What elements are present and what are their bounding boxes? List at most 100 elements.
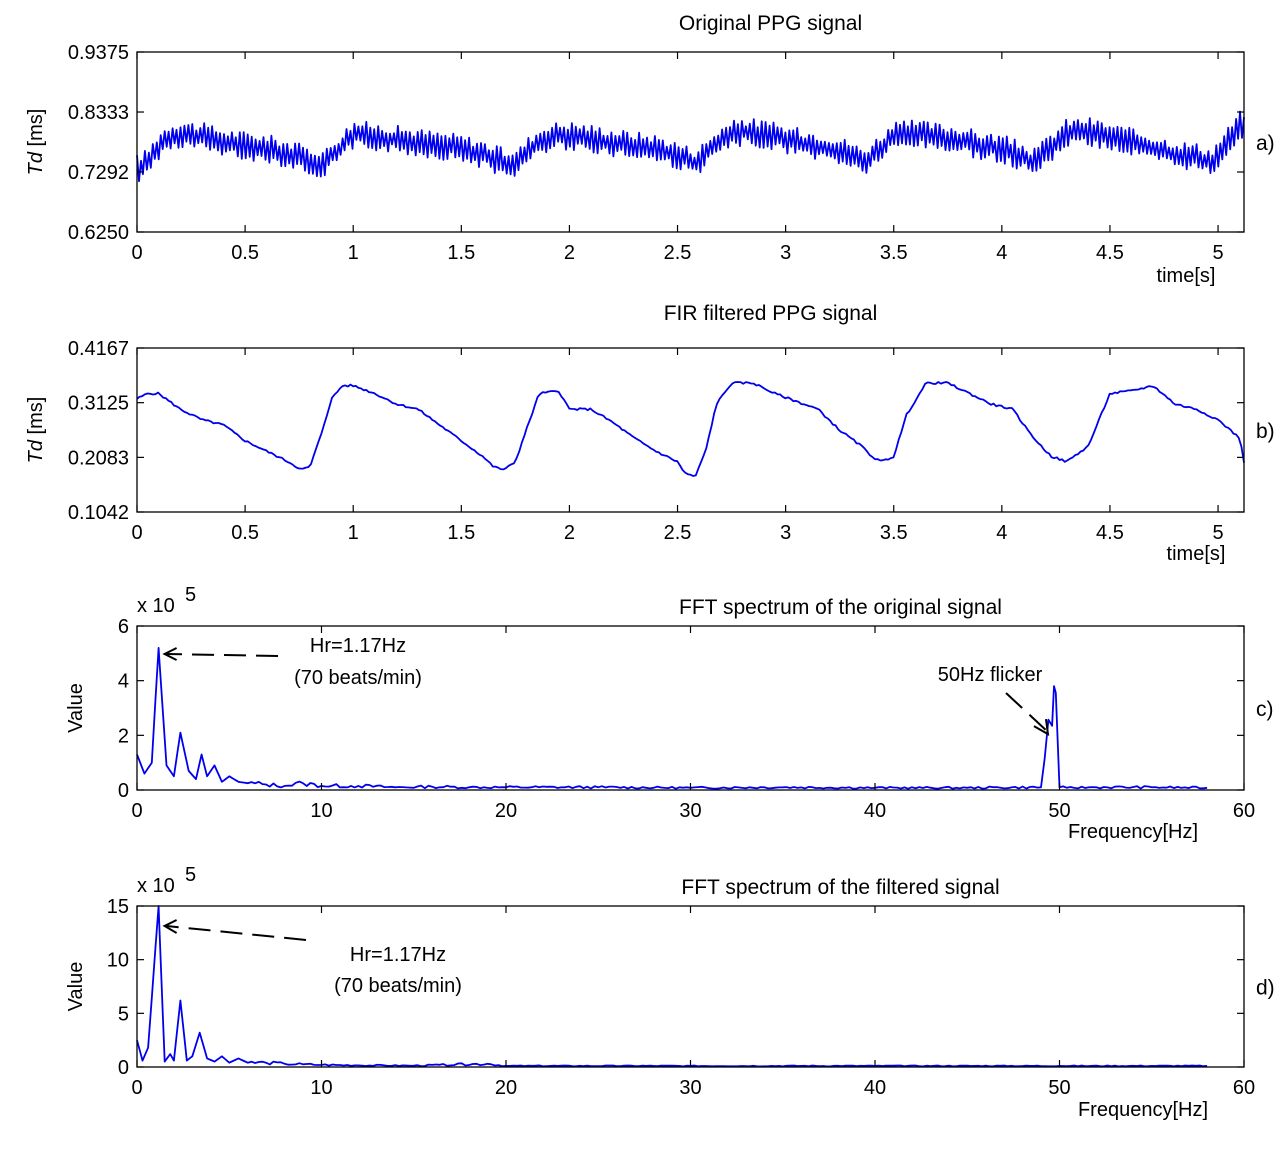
x-tick-label: 20	[495, 800, 517, 822]
x-tick-label: 0	[131, 1077, 142, 1099]
hr-annotation-line2: (70 beats/min)	[334, 975, 462, 997]
y-axis-label: Td [ms]	[25, 109, 47, 176]
flicker-annotation: 50Hz flicker	[938, 664, 1043, 686]
x-tick-label: 2	[564, 522, 575, 544]
panel-a-original-ppg: 0 0.5 1 1.5 2 2.5 3 3.5 4 4.5 5 0.6250 0.7292 0.8333 0…	[25, 12, 1275, 287]
y-tick-label: 0.9375	[68, 42, 129, 64]
hr-annotation-line2: (70 beats/min)	[294, 667, 422, 689]
plot-frame	[136, 625, 1245, 791]
y-tick-label: 0.2083	[68, 447, 129, 469]
chart-title: FFT spectrum of the filtered signal	[681, 876, 999, 899]
panel-label: c)	[1256, 698, 1274, 721]
series-line	[136, 381, 1245, 477]
series-line	[136, 110, 1245, 183]
panel-label: a)	[1256, 132, 1275, 155]
x-tick-label: 40	[864, 1077, 886, 1099]
y-tick-label: 0.4167	[68, 338, 129, 360]
x-tick-label: 2.5	[664, 522, 692, 544]
x-tick-label: 0	[131, 522, 142, 544]
y-tick-label: 0.3125	[68, 393, 129, 415]
y-tick-label: 2	[118, 725, 129, 747]
y-tick-label: 4	[118, 671, 129, 693]
x-tick-label: 30	[679, 1077, 701, 1099]
y-tick-label: 5	[118, 1003, 129, 1025]
y-tick-label: 0	[118, 780, 129, 802]
panel-c-fft-original: 0 10 20 30 40 50 60 0 2 4 6 FFT spectrum of the ori…	[65, 584, 1274, 843]
x-tick-label: 60	[1233, 800, 1255, 822]
y-tick-label: 0.1042	[68, 502, 129, 524]
x-tick-label: 5	[1212, 242, 1223, 264]
x-tick-label: 1	[348, 242, 359, 264]
x-tick-label: 60	[1233, 1077, 1255, 1099]
panel-label: b)	[1256, 420, 1275, 443]
chart-title: FFT spectrum of the original signal	[679, 596, 1002, 619]
panel-b-fir-filtered-ppg: 0 0.5 1 1.5 2 2.5 3 3.5 4 4.5 5 0.1042 0.2083 0.3125 0…	[25, 302, 1275, 565]
panel-label: d)	[1256, 977, 1275, 1000]
x-tick-label: 0	[131, 242, 142, 264]
y-tick-label: 0.6250	[68, 222, 129, 244]
y-axis-label-unit: [ms]	[25, 397, 47, 440]
x-tick-label: 30	[679, 800, 701, 822]
hr-arrow-line	[166, 653, 279, 657]
hr-annotation-line1: Hr=1.17Hz	[350, 944, 446, 966]
y-tick-label: 0	[118, 1057, 129, 1079]
x-tick-label: 4.5	[1096, 522, 1124, 544]
x-tick-label: 50	[1048, 1077, 1070, 1099]
flicker-arrow-line	[1005, 692, 1047, 731]
y-tick-label: 15	[107, 896, 129, 918]
x-tick-label: 50	[1048, 800, 1070, 822]
x-tick-label: 1	[348, 522, 359, 544]
x-tick-label: 1.5	[447, 522, 475, 544]
hr-annotation-line1: Hr=1.17Hz	[310, 635, 406, 657]
x-tick-label: 20	[495, 1077, 517, 1099]
x-tick-label: 0.5	[231, 242, 259, 264]
x-tick-label: 4	[996, 522, 1007, 544]
y-axis-label-unit: [ms]	[25, 109, 47, 152]
y-axis-label-italic: Td	[25, 151, 47, 175]
x-tick-label: 40	[864, 800, 886, 822]
flicker-arrow-head	[1033, 719, 1050, 737]
x-tick-label: 3.5	[880, 242, 908, 264]
x-axis-label: time[s]	[1167, 543, 1226, 565]
y-tick-label: 10	[107, 950, 129, 972]
y-axis-label: Value	[65, 683, 87, 733]
chart-title: FIR filtered PPG signal	[664, 302, 878, 325]
x-tick-label: 1.5	[447, 242, 475, 264]
plot-frame	[136, 905, 1245, 1068]
x-tick-label: 3	[780, 522, 791, 544]
y-axis-label: Value	[65, 962, 87, 1012]
series-line	[136, 905, 1208, 1068]
y-multiplier: x 10	[137, 595, 175, 617]
x-tick-label: 10	[310, 800, 332, 822]
series-line	[136, 647, 1208, 790]
x-tick-label: 2.5	[664, 242, 692, 264]
hr-arrow-head	[162, 647, 178, 661]
y-multiplier-exponent: 5	[185, 864, 196, 886]
x-axis-label: Frequency[Hz]	[1078, 1099, 1208, 1121]
x-tick-label: 10	[310, 1077, 332, 1099]
x-axis-label: Frequency[Hz]	[1068, 821, 1198, 843]
x-tick-label: 3	[780, 242, 791, 264]
x-tick-label: 0	[131, 800, 142, 822]
y-multiplier-exponent: 5	[185, 584, 196, 606]
x-tick-label: 3.5	[880, 522, 908, 544]
x-axis-label: time[s]	[1157, 265, 1216, 287]
y-axis-label: Td [ms]	[25, 397, 47, 464]
y-multiplier: x 10	[137, 875, 175, 897]
x-tick-label: 5	[1212, 522, 1223, 544]
x-tick-label: 2	[564, 242, 575, 264]
x-tick-label: 4	[996, 242, 1007, 264]
y-tick-label: 0.8333	[68, 102, 129, 124]
hr-arrow-head	[162, 919, 178, 934]
x-tick-label: 0.5	[231, 522, 259, 544]
plot-frame	[136, 51, 1245, 233]
panel-d-fft-filtered: 0 10 20 30 40 50 60 0 5 10 15 FFT spectrum of the f…	[65, 864, 1275, 1121]
y-tick-label: 6	[118, 616, 129, 638]
chart-title: Original PPG signal	[679, 12, 862, 35]
hr-arrow-line	[166, 925, 307, 941]
y-tick-label: 0.7292	[68, 162, 129, 184]
y-axis-label-italic: Td	[25, 439, 47, 463]
x-tick-label: 4.5	[1096, 242, 1124, 264]
plot-frame	[136, 347, 1245, 513]
